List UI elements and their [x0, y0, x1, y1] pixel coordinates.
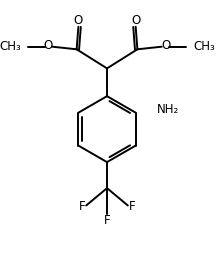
Text: O: O [43, 39, 53, 52]
Text: O: O [161, 39, 171, 52]
Text: NH₂: NH₂ [156, 103, 179, 116]
Text: CH₃: CH₃ [0, 40, 21, 53]
Text: O: O [74, 14, 83, 27]
Text: F: F [104, 214, 110, 227]
Text: O: O [131, 14, 140, 27]
Text: F: F [129, 200, 135, 213]
Text: CH₃: CH₃ [193, 40, 215, 53]
Text: F: F [79, 200, 85, 213]
